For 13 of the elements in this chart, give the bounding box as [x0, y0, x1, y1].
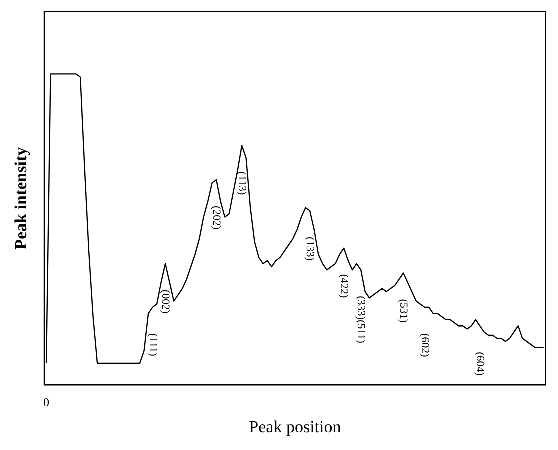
- x-tick-label: (604): [474, 352, 486, 376]
- x-tick-label: (531): [398, 299, 410, 324]
- x-tick-label: (422): [338, 274, 350, 299]
- x-tick-label: (333)(511): [355, 296, 368, 344]
- x-tick-label: (002): [160, 290, 172, 314]
- x-axis-title: Peak position: [249, 417, 342, 436]
- x-tick-label: 0: [44, 396, 50, 410]
- x-tick-label: (133): [304, 237, 316, 262]
- y-axis-title: Peak intensity: [12, 146, 31, 250]
- x-tick-label: (602): [418, 333, 431, 358]
- x-tick-label: (202): [210, 206, 223, 230]
- x-tick-label: (113): [236, 172, 248, 196]
- x-tick-label: (111): [146, 333, 159, 357]
